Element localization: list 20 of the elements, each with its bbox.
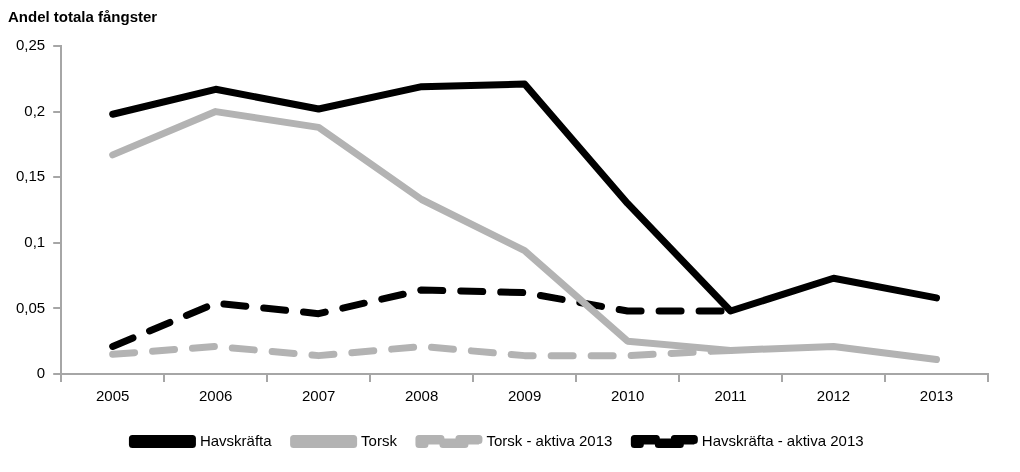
x-tick-label: 2012 [816,387,851,405]
x-tick-label: 2006 [198,387,233,405]
y-axis-title: Andel totala fångster [8,8,159,25]
legend-label: Torsk - aktiva 2013 [486,431,613,449]
y-tick-label: 0,1 [24,232,46,250]
x-tick-label: 2010 [610,387,645,405]
x-tick-label: 2008 [404,387,439,405]
y-tick-label: 0 [36,364,46,382]
y-tick-label: 0,2 [24,101,46,119]
x-tick-label: 2011 [714,387,747,405]
y-tick-label: 0,25 [15,36,46,54]
y-tick-label: 0,15 [15,167,46,185]
legend-label: Torsk [361,431,398,449]
x-tick-label: 2013 [919,387,954,405]
x-tick-label: 2009 [507,387,542,405]
y-tick-label: 0,05 [15,298,46,316]
x-tick-label: 2007 [301,387,336,405]
legend-label: Havskräfta [199,431,273,449]
x-tick-label: 2005 [96,387,130,405]
legend-label: Havskräfta - aktiva 2013 [701,431,864,449]
